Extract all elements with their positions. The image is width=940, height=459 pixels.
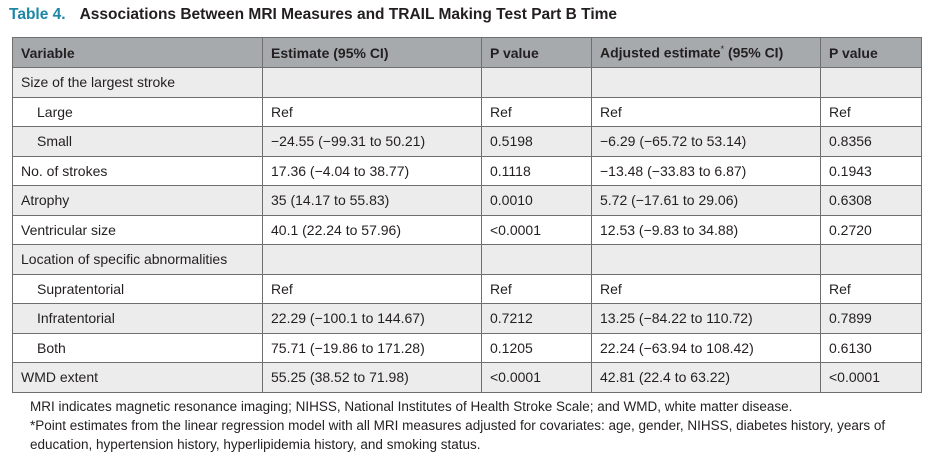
cell-adjusted-p-value: 0.1943	[820, 155, 922, 186]
cell-adjusted-p-value: Ref	[820, 273, 922, 304]
cell-estimate: 40.1 (22.24 to 57.96)	[262, 214, 482, 245]
cell-variable: Both	[12, 332, 263, 363]
table-row: No. of strokes 17.36 (−4.04 to 38.77) 0.…	[12, 155, 922, 186]
cell-estimate	[262, 244, 482, 275]
cell-adjusted-p-value	[820, 244, 922, 275]
table-row: Supratentorial Ref Ref Ref Ref	[12, 273, 922, 304]
cell-p-value: 0.0010	[481, 185, 592, 216]
table-row: Small −24.55 (−99.31 to 50.21) 0.5198 −6…	[12, 126, 922, 157]
cell-adjusted-p-value: <0.0001	[820, 362, 922, 393]
cell-adjusted-estimate: 42.81 (22.4 to 63.22)	[591, 362, 821, 393]
header-adjusted-mark: *	[720, 44, 725, 55]
footnote-abbreviations: MRI indicates magnetic resonance imaging…	[30, 399, 793, 414]
cell-adjusted-estimate: Ref	[591, 96, 821, 127]
cell-p-value: Ref	[481, 96, 592, 127]
cell-adjusted-estimate: 22.24 (−63.94 to 108.42)	[591, 332, 821, 363]
table-label: Table 4.	[9, 6, 66, 23]
cell-estimate	[262, 67, 482, 98]
cell-variable: Ventricular size	[12, 214, 263, 245]
associations-table: Variable Estimate (95% CI) P value Adjus…	[12, 37, 922, 393]
cell-p-value	[481, 67, 592, 98]
table-row: Ventricular size 40.1 (22.24 to 57.96) <…	[12, 214, 922, 245]
header-variable: Variable	[12, 37, 263, 68]
cell-adjusted-p-value	[820, 67, 922, 98]
cell-estimate: −24.55 (−99.31 to 50.21)	[262, 126, 482, 157]
table-footnotes: MRI indicates magnetic resonance imaging…	[30, 397, 930, 454]
cell-p-value: 0.5198	[481, 126, 592, 157]
cell-variable: Infratentorial	[12, 303, 263, 334]
cell-adjusted-estimate: 12.53 (−9.83 to 34.88)	[591, 214, 821, 245]
cell-adjusted-estimate: Ref	[591, 273, 821, 304]
cell-variable: No. of strokes	[12, 155, 263, 186]
cell-estimate: 35 (14.17 to 55.83)	[262, 185, 482, 216]
cell-adjusted-estimate	[591, 67, 821, 98]
cell-variable: Size of the largest stroke	[12, 67, 263, 98]
header-adjusted-p-value: P value	[820, 37, 922, 68]
cell-variable: WMD extent	[12, 362, 263, 393]
header-adjusted-ci: (95% CI)	[724, 44, 784, 61]
cell-p-value	[481, 244, 592, 275]
cell-estimate: 55.25 (38.52 to 71.98)	[262, 362, 482, 393]
footnote-asterisk-text: Point estimates from the linear regressi…	[30, 418, 886, 452]
cell-variable: Supratentorial	[12, 273, 263, 304]
table-row: Size of the largest stroke	[12, 67, 922, 98]
table-header-row: Variable Estimate (95% CI) P value Adjus…	[12, 37, 922, 68]
header-adjusted-estimate: Adjusted estimate* (95% CI)	[591, 37, 821, 68]
header-adjusted-label: Adjusted estimate	[600, 44, 721, 61]
cell-p-value: 0.1205	[481, 332, 592, 363]
table-row: Both 75.71 (−19.86 to 171.28) 0.1205 22.…	[12, 332, 922, 363]
cell-adjusted-p-value: Ref	[820, 96, 922, 127]
header-p-value: P value	[481, 37, 592, 68]
cell-p-value: 0.7212	[481, 303, 592, 334]
cell-adjusted-estimate: 5.72 (−17.61 to 29.06)	[591, 185, 821, 216]
cell-adjusted-estimate: 13.25 (−84.22 to 110.72)	[591, 303, 821, 334]
cell-p-value: Ref	[481, 273, 592, 304]
cell-estimate: Ref	[262, 273, 482, 304]
table-row: Large Ref Ref Ref Ref	[12, 96, 922, 127]
cell-p-value: <0.0001	[481, 214, 592, 245]
cell-adjusted-estimate	[591, 244, 821, 275]
footnote-asterisk-mark: *	[30, 418, 36, 433]
table-row: WMD extent 55.25 (38.52 to 71.98) <0.000…	[12, 362, 922, 393]
table-row: Atrophy 35 (14.17 to 55.83) 0.0010 5.72 …	[12, 185, 922, 216]
cell-adjusted-estimate: −13.48 (−33.83 to 6.87)	[591, 155, 821, 186]
cell-variable: Small	[12, 126, 263, 157]
table-title: Associations Between MRI Measures and TR…	[79, 6, 618, 23]
cell-p-value: <0.0001	[481, 362, 592, 393]
cell-adjusted-p-value: 0.6308	[820, 185, 922, 216]
cell-variable: Large	[12, 96, 263, 127]
cell-variable: Atrophy	[12, 185, 263, 216]
cell-adjusted-p-value: 0.6130	[820, 332, 922, 363]
cell-adjusted-estimate: −6.29 (−65.72 to 53.14)	[591, 126, 821, 157]
footnote-asterisk: *Point estimates from the linear regress…	[30, 416, 930, 454]
cell-estimate: Ref	[262, 96, 482, 127]
cell-variable: Location of specific abnormalities	[12, 244, 263, 275]
cell-adjusted-p-value: 0.2720	[820, 214, 922, 245]
cell-p-value: 0.1118	[481, 155, 592, 186]
table-row: Infratentorial 22.29 (−100.1 to 144.67) …	[12, 303, 922, 334]
cell-estimate: 22.29 (−100.1 to 144.67)	[262, 303, 482, 334]
cell-estimate: 75.71 (−19.86 to 171.28)	[262, 332, 482, 363]
cell-adjusted-p-value: 0.7899	[820, 303, 922, 334]
table-row: Location of specific abnormalities	[12, 244, 922, 275]
cell-estimate: 17.36 (−4.04 to 38.77)	[262, 155, 482, 186]
cell-adjusted-p-value: 0.8356	[820, 126, 922, 157]
table-caption: Table 4. Associations Between MRI Measure…	[9, 6, 617, 24]
header-estimate: Estimate (95% CI)	[262, 37, 482, 68]
